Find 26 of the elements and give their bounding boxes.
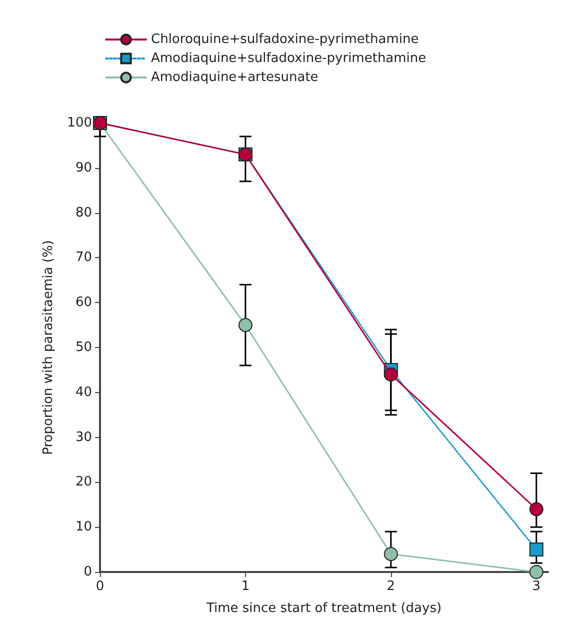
y-tick-label: 90	[75, 160, 92, 176]
point	[529, 502, 544, 516]
point	[384, 547, 398, 562]
x-tick-label: 2	[386, 579, 396, 594]
y-tick-label: 10	[75, 520, 92, 535]
y-tick-label: 30	[75, 430, 92, 445]
x-tick-label: 1	[241, 579, 250, 594]
y-axis-title: Proportion with parasitaemia (%)	[41, 240, 56, 455]
x-axis-title: Time since start of treatment (days)	[205, 601, 442, 616]
y-tick-label: 40	[75, 384, 92, 400]
y-tick-label: 60	[75, 295, 92, 310]
point	[238, 318, 252, 332]
legend-label: Chloroquine+sulfadoxine-pyrimethamine	[151, 32, 419, 47]
point	[384, 367, 398, 382]
legend-label: Amodiaquine+artesunate	[151, 70, 318, 85]
y-tick-label: 20	[75, 474, 92, 490]
point	[529, 542, 544, 557]
y-tick-label: 70	[75, 250, 92, 266]
point	[529, 565, 544, 579]
y-tick-label: 80	[75, 205, 92, 220]
y-tick-label: 0	[84, 564, 92, 580]
x-tick-label: 3	[532, 579, 541, 594]
y-tick-label: 50	[75, 340, 92, 355]
y-tick-label: 100	[67, 116, 92, 130]
x-tick-label: 0	[96, 579, 104, 594]
legend-label: Amodiaquine+sulfadoxine-pyrimethamine	[151, 51, 426, 66]
